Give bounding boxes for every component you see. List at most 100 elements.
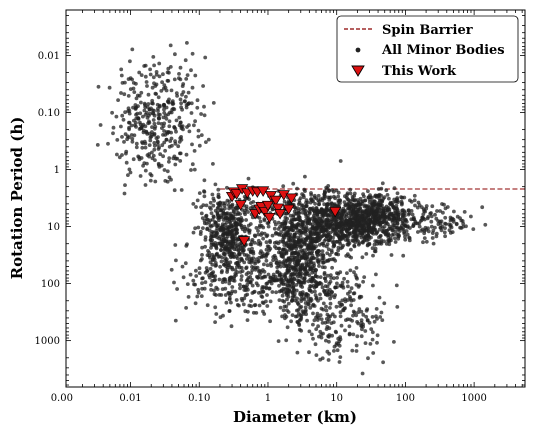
minor-body-point — [352, 243, 357, 248]
minor-body-point — [288, 256, 293, 260]
minor-body-point — [191, 278, 196, 283]
minor-body-point — [121, 117, 126, 122]
minor-body-point — [249, 271, 254, 275]
minor-body-point — [328, 296, 332, 301]
minor-body-point — [452, 209, 456, 214]
minor-body-point — [263, 255, 268, 259]
minor-body-point — [162, 107, 166, 112]
minor-body-point — [317, 238, 321, 243]
minor-body-point — [163, 179, 168, 183]
minor-body-point — [361, 219, 366, 224]
minor-body-point — [406, 212, 411, 217]
minor-body-point — [328, 273, 333, 277]
minor-body-point — [192, 167, 197, 172]
minor-body-point — [247, 247, 252, 252]
minor-body-point — [209, 234, 214, 239]
minor-body-point — [333, 222, 338, 226]
minor-body-point — [403, 218, 408, 223]
minor-body-point — [266, 224, 271, 229]
minor-body-point — [288, 238, 292, 243]
minor-body-point — [264, 240, 269, 245]
minor-body-point — [314, 231, 318, 236]
legend-this-work-marker — [351, 65, 365, 77]
minor-body-point — [311, 303, 315, 308]
minor-body-point — [370, 330, 375, 335]
minor-body-point — [143, 183, 148, 187]
minor-body-point — [250, 246, 254, 251]
minor-body-point — [364, 308, 369, 313]
minor-body-point — [217, 215, 222, 220]
minor-body-point — [330, 265, 334, 270]
minor-body-point — [327, 333, 332, 337]
minor-body-point — [309, 257, 313, 262]
minor-body-point — [230, 285, 235, 289]
minor-body-point — [273, 244, 277, 249]
minor-body-point — [277, 250, 281, 255]
minor-body-point — [176, 144, 181, 149]
minor-body-point — [326, 358, 331, 362]
minor-body-point — [360, 371, 365, 376]
minor-body-point — [338, 310, 343, 315]
minor-body-point — [141, 163, 146, 168]
minor-body-point — [310, 332, 314, 337]
minor-body-point — [144, 129, 149, 134]
minor-body-point — [196, 287, 201, 292]
x-axis-label: Diameter (km) — [233, 408, 357, 426]
minor-body-point — [296, 270, 300, 274]
minor-body-point — [262, 217, 267, 222]
minor-body-point — [296, 251, 300, 256]
minor-body-point — [392, 340, 396, 344]
minor-body-point — [182, 99, 187, 104]
minor-body-point — [202, 178, 207, 183]
minor-body-point — [325, 208, 330, 213]
minor-body-point — [246, 270, 251, 275]
minor-body-point — [316, 260, 321, 265]
minor-body-point — [115, 152, 119, 157]
minor-body-point — [244, 288, 248, 293]
minor-body-point — [380, 318, 385, 322]
minor-body-point — [143, 74, 148, 79]
minor-body-point — [370, 206, 374, 211]
minor-body-point — [306, 296, 311, 301]
minor-body-point — [458, 216, 462, 221]
minor-body-point — [422, 236, 427, 241]
minor-body-point — [221, 218, 226, 222]
minor-body-point — [354, 313, 359, 318]
minor-body-point — [266, 272, 271, 277]
minor-body-point — [171, 156, 176, 161]
minor-body-point — [340, 280, 345, 285]
minor-body-point — [313, 289, 317, 294]
minor-body-point — [318, 280, 322, 285]
minor-body-point — [206, 137, 211, 142]
minor-body-point — [280, 314, 284, 319]
minor-body-point — [196, 128, 201, 133]
minor-body-point — [350, 197, 355, 202]
minor-body-point — [292, 205, 297, 210]
minor-body-point — [443, 215, 448, 220]
minor-body-point — [229, 324, 234, 329]
minor-body-point — [321, 256, 326, 261]
minor-body-point — [379, 238, 384, 243]
minor-body-point — [197, 271, 202, 275]
minor-body-point — [340, 283, 345, 288]
minor-body-point — [309, 298, 314, 302]
minor-body-point — [222, 237, 226, 242]
minor-body-point — [345, 271, 349, 275]
minor-body-point — [227, 199, 232, 204]
minor-body-point — [351, 313, 355, 318]
minor-body-point — [225, 185, 229, 190]
minor-body-point — [356, 321, 361, 326]
minor-body-point — [295, 296, 299, 301]
minor-body-point — [239, 223, 244, 228]
minor-body-point — [375, 317, 379, 321]
minor-body-point — [204, 214, 208, 219]
minor-body-point — [345, 202, 350, 206]
minor-body-point — [268, 299, 273, 304]
minor-body-point — [360, 209, 365, 213]
minor-body-point — [381, 360, 385, 365]
minor-body-point — [213, 274, 218, 279]
minor-body-point — [304, 198, 309, 203]
minor-body-point — [298, 234, 303, 238]
minor-body-point — [170, 143, 174, 148]
minor-body-point — [134, 145, 139, 150]
